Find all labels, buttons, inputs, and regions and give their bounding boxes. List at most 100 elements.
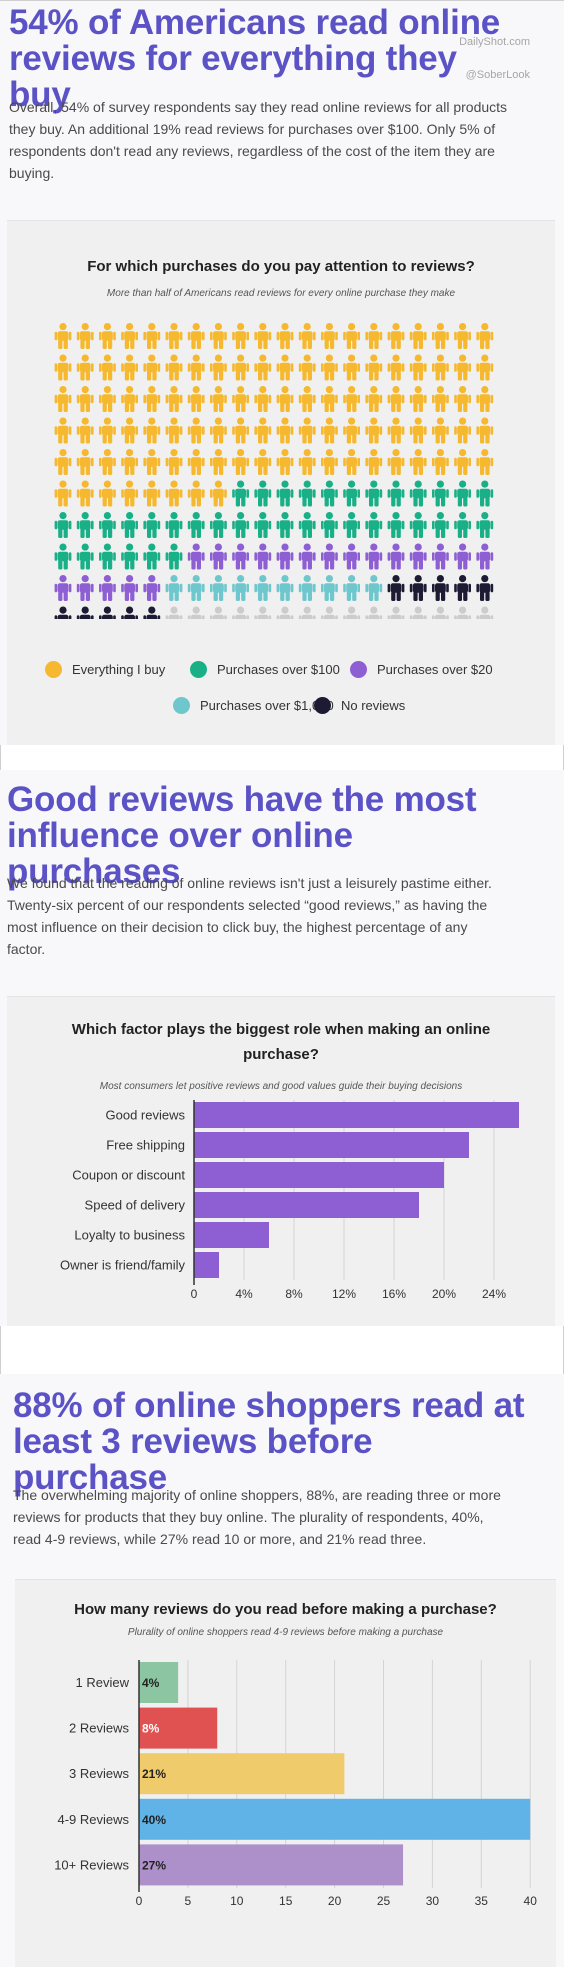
person-icon (409, 543, 427, 570)
person-icon (232, 543, 249, 570)
person-icon (476, 354, 494, 381)
person-icon (321, 323, 338, 349)
person-icon (121, 354, 138, 381)
person-icon (409, 575, 427, 601)
watermark-handle: @SoberLook (465, 69, 530, 81)
legend-label: No reviews (341, 698, 406, 713)
person-icon (298, 323, 316, 349)
category-label: Speed of delivery (85, 1198, 186, 1213)
bar (194, 1222, 269, 1248)
person-icon (387, 449, 405, 475)
person-icon (76, 449, 94, 475)
person-icon (298, 354, 316, 381)
person-icon (276, 417, 294, 444)
person-icon (476, 323, 494, 349)
person-icon (232, 417, 249, 444)
person-icon (254, 543, 272, 570)
person-icon (409, 449, 427, 475)
person-icon (232, 480, 249, 507)
person-icon (187, 386, 205, 412)
person-icon (454, 606, 471, 619)
x-tick-label: 16% (382, 1287, 406, 1300)
bar (139, 1707, 218, 1749)
x-tick-label: 24% (482, 1287, 506, 1300)
person-icon (254, 417, 272, 444)
bar (139, 1662, 179, 1703)
person-icon (454, 417, 471, 444)
chart-title-line-1: Which factor plays the biggest role when… (71, 1021, 491, 1038)
person-icon (254, 354, 272, 381)
person-icon (321, 575, 338, 601)
person-icon (432, 386, 449, 412)
person-icon (409, 323, 427, 349)
person-icon (76, 543, 94, 570)
person-icon (210, 323, 227, 349)
section-paragraph-2: We found that the reading of online revi… (7, 872, 557, 960)
person-icon (187, 449, 205, 475)
person-icon (343, 417, 360, 444)
person-icon (232, 354, 249, 381)
person-icon (210, 480, 227, 507)
person-icon (165, 449, 183, 475)
person-icon (321, 480, 338, 507)
x-tick-label: 8% (285, 1287, 303, 1300)
person-icon (54, 449, 72, 475)
person-icon (343, 480, 360, 507)
bar (194, 1102, 519, 1128)
person-icon (187, 575, 205, 601)
person-icon (99, 606, 116, 619)
person-icon (232, 449, 249, 475)
category-label: Loyalty to business (74, 1228, 185, 1243)
legend-label: Purchases over $20 (377, 662, 493, 677)
paragraph-line: Twenty-six percent of our respondents se… (7, 897, 488, 913)
person-icon (409, 480, 427, 507)
person-icon (232, 606, 249, 619)
person-icon (321, 606, 338, 619)
person-icon (387, 543, 405, 570)
legend-swatch (190, 661, 207, 678)
person-icon (187, 323, 205, 349)
person-icon (143, 575, 161, 601)
person-icon (321, 386, 338, 412)
review-counts-bar-chart: 0 5 10 15 20 25 30 35 40 4% 1 Review 8% 2 Reviews 21%… (54, 1660, 537, 1908)
category-label: Free shipping (106, 1138, 185, 1153)
person-icon (387, 575, 405, 601)
person-icon (254, 512, 272, 538)
person-icon (143, 606, 161, 619)
person-icon (165, 512, 183, 538)
person-icon (276, 575, 294, 601)
person-icon (121, 323, 138, 349)
person-icon (387, 480, 405, 507)
person-icon (99, 354, 116, 381)
person-icon (187, 543, 205, 570)
person-icon (232, 512, 249, 538)
person-icon (187, 354, 205, 381)
person-icon (432, 354, 449, 381)
category-label: 10+ Reviews (54, 1857, 129, 1872)
person-icon (365, 386, 383, 412)
section-paragraph-3: The overwhelming majority of online shop… (13, 1484, 561, 1550)
person-icon (298, 606, 316, 619)
category-label: 4-9 Reviews (57, 1812, 129, 1827)
chart-title: For which purchases do you pay attention… (87, 258, 475, 275)
person-icon (99, 543, 116, 570)
person-icon (232, 323, 249, 349)
section-paragraph-1: Overall, 54% of survey respondents say t… (9, 96, 559, 184)
person-icon (343, 449, 360, 475)
person-icon (76, 512, 94, 538)
person-icon (99, 512, 116, 538)
person-icon (165, 480, 183, 507)
person-icon (321, 449, 338, 475)
person-icon (165, 417, 183, 444)
person-icon (165, 386, 183, 412)
person-icon (99, 417, 116, 444)
paragraph-line: Overall, 54% of survey respondents say t… (9, 99, 508, 115)
person-icon (76, 417, 94, 444)
person-icon (321, 543, 338, 570)
person-icon (365, 512, 383, 538)
person-icon (143, 512, 161, 538)
person-icon (476, 543, 494, 570)
watermark: DailyShot.com @SoberLook (430, 36, 530, 82)
person-icon (276, 354, 294, 381)
person-icon (387, 512, 405, 538)
